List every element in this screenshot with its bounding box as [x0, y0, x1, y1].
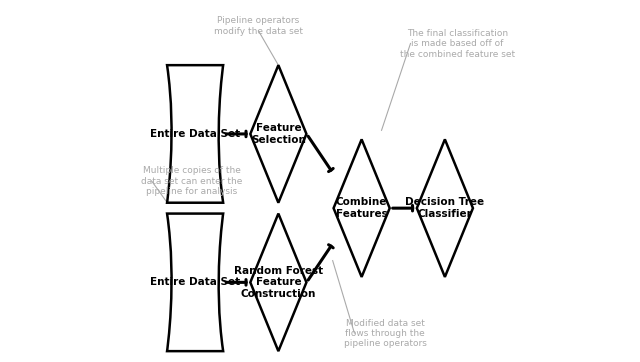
Text: Feature
Selection: Feature Selection	[251, 123, 306, 145]
Text: Random Forest
Feature
Construction: Random Forest Feature Construction	[234, 266, 323, 299]
Polygon shape	[333, 139, 390, 277]
Text: Pipeline operators
modify the data set: Pipeline operators modify the data set	[214, 16, 303, 36]
Text: Modified data set
flows through the
pipeline operators: Modified data set flows through the pipe…	[344, 319, 426, 348]
Text: Multiple copies of the
data set can enter the
pipeline for analysis: Multiple copies of the data set can ente…	[141, 166, 242, 196]
Text: Entire Data Set: Entire Data Set	[150, 129, 240, 139]
PathPatch shape	[167, 65, 223, 203]
Text: Combine
Features: Combine Features	[336, 197, 387, 219]
Polygon shape	[250, 65, 307, 203]
Polygon shape	[417, 139, 473, 277]
Text: Entire Data Set: Entire Data Set	[150, 277, 240, 287]
PathPatch shape	[167, 214, 223, 351]
Polygon shape	[250, 214, 307, 351]
Text: Decision Tree
Classifier: Decision Tree Classifier	[405, 197, 484, 219]
Text: The final classification
is made based off of
the combined feature set: The final classification is made based o…	[399, 29, 515, 59]
